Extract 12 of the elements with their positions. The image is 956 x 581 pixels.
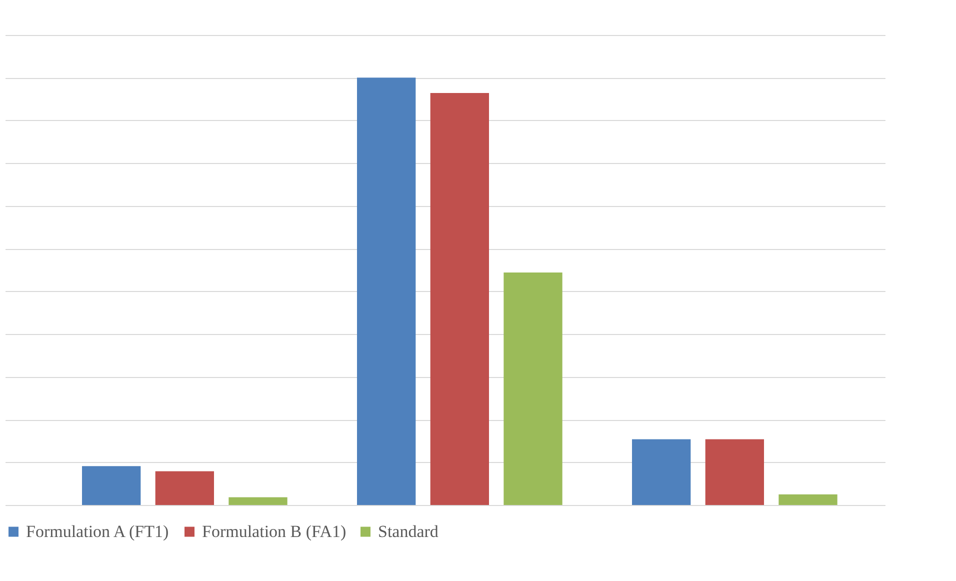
legend-label: Standard	[378, 522, 439, 541]
bar	[778, 494, 838, 505]
bar	[155, 471, 214, 505]
bar	[228, 497, 288, 505]
bar	[430, 93, 489, 505]
bar	[504, 272, 562, 505]
bar	[82, 466, 141, 505]
legend-label: Formulation B (FA1)	[202, 522, 346, 541]
bar	[705, 439, 764, 505]
bar	[632, 439, 691, 505]
legend-label: Formulation A (FT1)	[26, 522, 169, 541]
bar	[357, 78, 416, 505]
